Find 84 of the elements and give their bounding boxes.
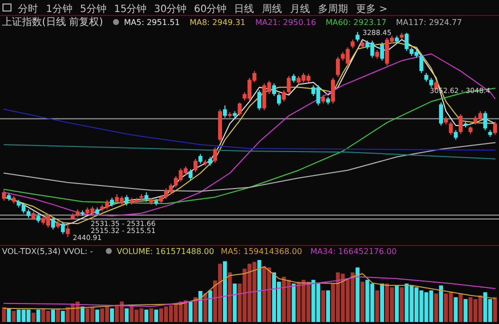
bar bbox=[493, 297, 498, 322]
candlestick bbox=[66, 223, 70, 238]
bar bbox=[458, 293, 463, 322]
bar bbox=[360, 282, 364, 322]
chart-title: VOL-TDX(5,34) VVOL: - bbox=[2, 247, 94, 256]
candlestick bbox=[380, 42, 384, 62]
candlestick bbox=[448, 121, 453, 136]
candlestick bbox=[439, 102, 443, 126]
series-label: VOLUME: 161571488.00 bbox=[116, 247, 214, 256]
candlestick bbox=[188, 168, 193, 180]
bar bbox=[439, 285, 443, 322]
candlestick bbox=[272, 82, 276, 96]
bar bbox=[375, 290, 380, 322]
candlestick bbox=[2, 190, 6, 202]
candlestick bbox=[238, 102, 242, 116]
text: 30分钟 bbox=[154, 3, 187, 15]
bar bbox=[326, 290, 330, 322]
text: 日线 bbox=[234, 3, 254, 15]
bar bbox=[80, 306, 84, 322]
series-label: MA5: 159414368.00 bbox=[220, 247, 302, 256]
bar bbox=[31, 312, 36, 322]
text: 更多 > bbox=[356, 3, 388, 15]
text: 1分钟 bbox=[46, 3, 72, 15]
text: MA117: 2924.77 bbox=[396, 18, 462, 27]
candlestick bbox=[419, 53, 424, 74]
candlestick bbox=[60, 221, 65, 235]
candlestick bbox=[356, 32, 360, 42]
text: MA60: 2923.17 bbox=[326, 18, 386, 27]
candlestick bbox=[404, 32, 409, 52]
text: 分时 bbox=[18, 3, 38, 15]
bar bbox=[292, 284, 296, 322]
text: 多周期 bbox=[318, 3, 348, 15]
candlestick bbox=[277, 92, 281, 106]
candlestick bbox=[493, 121, 498, 136]
bar bbox=[321, 290, 326, 322]
bar bbox=[144, 310, 148, 322]
bar bbox=[60, 310, 65, 322]
bar bbox=[203, 293, 208, 322]
candlestick bbox=[198, 154, 202, 164]
bar bbox=[380, 284, 384, 322]
text: 周线 bbox=[262, 3, 282, 15]
bar bbox=[95, 310, 100, 322]
bar bbox=[51, 310, 56, 322]
bar bbox=[257, 260, 262, 322]
text: MA21: 2950.16 bbox=[255, 18, 316, 27]
bar bbox=[464, 299, 468, 322]
bar bbox=[434, 293, 438, 322]
bar bbox=[6, 308, 11, 322]
bar bbox=[454, 297, 458, 322]
text: 5分钟 bbox=[80, 3, 106, 15]
candlestick bbox=[257, 90, 262, 111]
bar bbox=[154, 310, 158, 322]
candlestick bbox=[483, 110, 488, 131]
candlestick bbox=[331, 77, 335, 104]
candlestick bbox=[454, 130, 458, 140]
candlestick bbox=[429, 77, 434, 88]
candlestick bbox=[144, 192, 148, 202]
candlestick bbox=[213, 146, 218, 164]
bar bbox=[36, 310, 40, 322]
candlestick bbox=[222, 104, 227, 118]
text: 月线 bbox=[290, 3, 310, 15]
bar bbox=[228, 272, 232, 322]
text: MA5: 2951.51 bbox=[124, 18, 180, 27]
text: 15分钟 bbox=[114, 3, 147, 15]
chart-title: 上证指数(日线 前复权) bbox=[2, 16, 104, 28]
candlestick bbox=[336, 56, 340, 78]
bar bbox=[194, 297, 198, 322]
bar bbox=[198, 291, 202, 322]
bar bbox=[222, 261, 227, 322]
text: MA34: 166452176.00 bbox=[310, 247, 397, 256]
bar bbox=[356, 267, 360, 322]
candlestick bbox=[282, 90, 286, 102]
candlestick bbox=[194, 158, 198, 173]
candlestick bbox=[458, 114, 463, 134]
candlestick bbox=[51, 216, 56, 230]
candlestick bbox=[286, 75, 291, 95]
bar bbox=[56, 308, 60, 322]
bar bbox=[208, 290, 212, 322]
text: 60分钟 bbox=[194, 3, 227, 15]
text: MA8: 2949.31 bbox=[190, 18, 246, 27]
bar bbox=[188, 302, 193, 322]
bar bbox=[110, 308, 114, 322]
bar bbox=[2, 307, 6, 322]
bar bbox=[394, 285, 399, 322]
